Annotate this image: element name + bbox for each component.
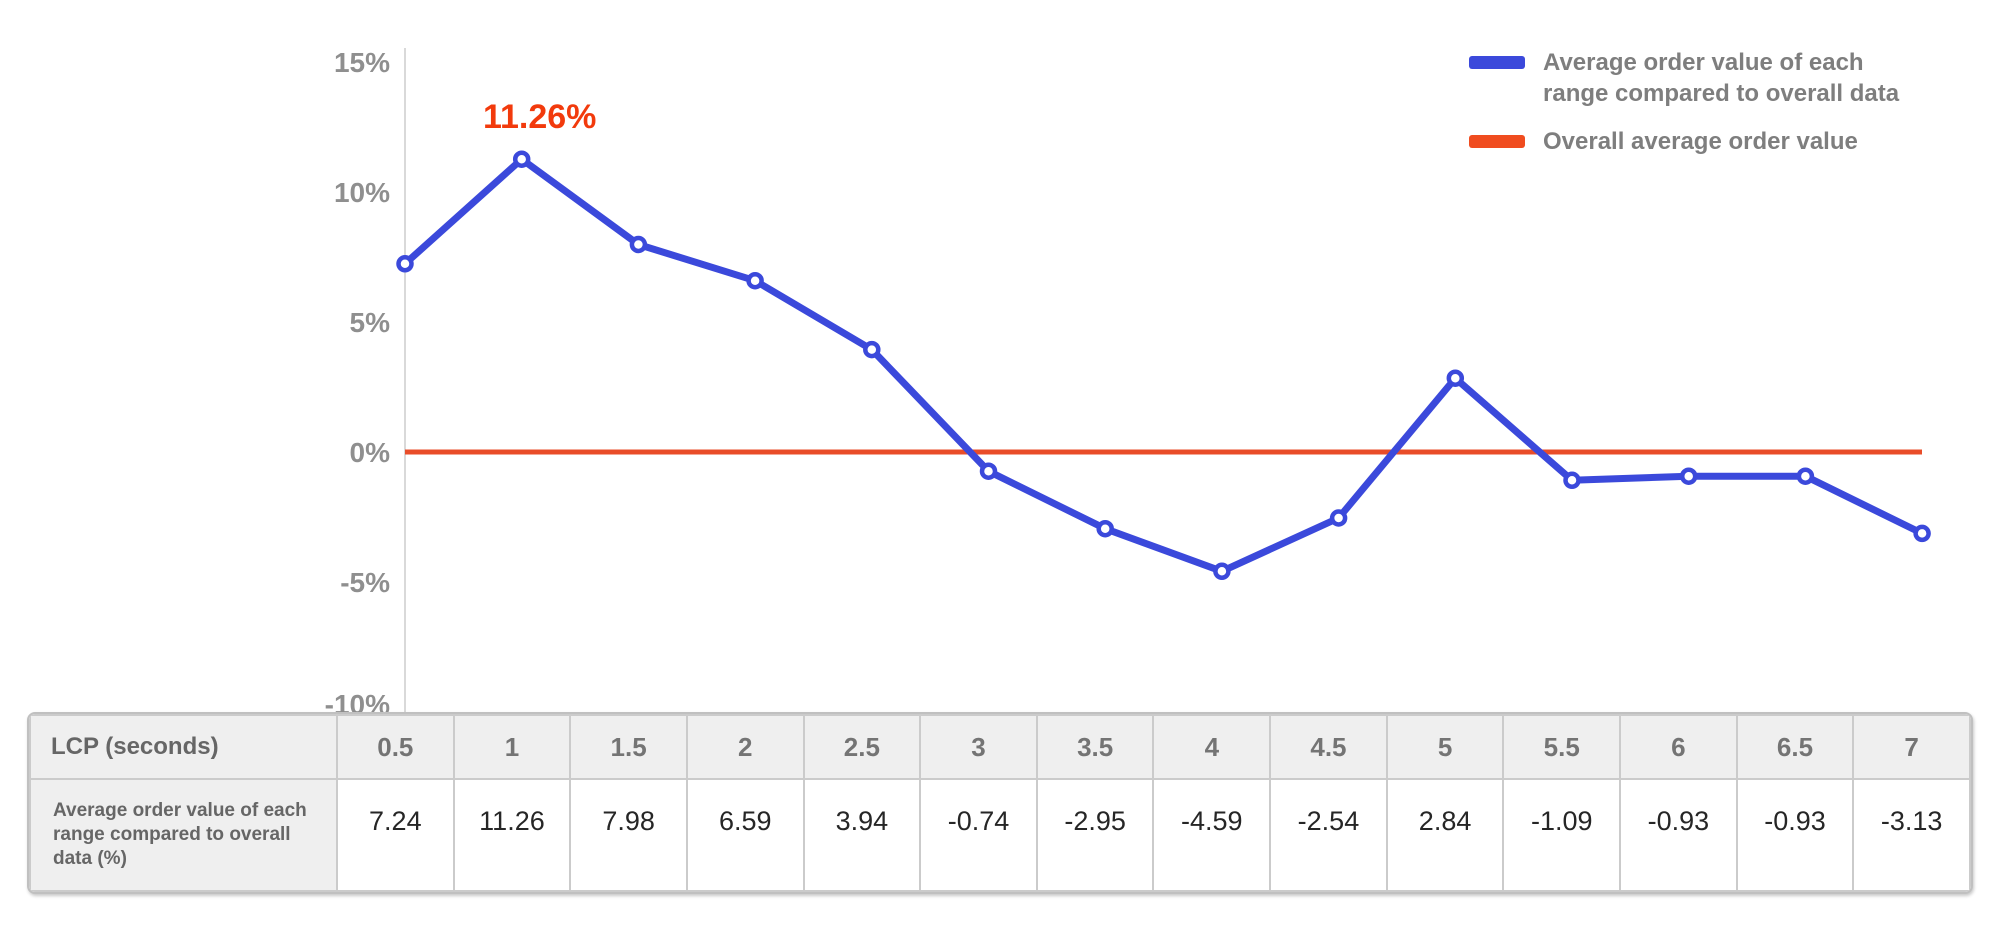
legend-swatch	[1469, 56, 1525, 69]
value-cell: -3.13	[1852, 778, 1971, 892]
value-cell: -1.09	[1502, 778, 1622, 892]
lcp-header-cell: 4	[1152, 714, 1272, 780]
value-cell: 2.84	[1385, 778, 1505, 892]
data-point-marker	[746, 271, 764, 290]
lcp-header-cell: 2	[685, 714, 805, 780]
data-point-marker	[979, 462, 998, 480]
series-line	[401, 155, 1926, 575]
y-tick-label: 0%	[350, 437, 391, 468]
value-cell: -0.74	[919, 778, 1038, 892]
value-cell: 7.24	[336, 778, 455, 892]
legend-item-label: Average order value of each range compare…	[1543, 49, 1900, 107]
data-point-marker	[863, 340, 881, 359]
lcp-header-cell: 3	[919, 714, 1038, 780]
legend-item-label: Overall average order value	[1543, 128, 1858, 155]
table-row: Average order value of each range compar…	[29, 778, 1971, 892]
legend-swatch	[1469, 135, 1525, 148]
lcp-header-cell: 1	[452, 714, 572, 780]
lcp-header-cell: 2.5	[802, 714, 922, 780]
value-cell: -0.93	[1619, 778, 1738, 892]
value-cell: -4.59	[1152, 778, 1272, 892]
data-point-marker	[512, 150, 531, 168]
data-point-marker	[1563, 471, 1581, 490]
legend-item: Average order value of each range compare…	[1469, 47, 1899, 109]
y-tick-label: 5%	[350, 307, 391, 338]
lcp-header-cell: 5.5	[1502, 714, 1622, 780]
data-table: LCP (seconds) 0.5 1 1.5 2 2.5 3 3.5 4 4.5 5 5.5 6 6.…	[27, 712, 1973, 894]
line-chart: 15% 10% 5% 0% -5% -10%	[325, 47, 1931, 713]
data-point-marker	[396, 255, 414, 273]
lcp-header-cell: 3.5	[1035, 714, 1155, 780]
lcp-header-cell: 7	[1852, 714, 1971, 780]
lcp-header-cell: 5	[1385, 714, 1505, 780]
data-point-marker	[1679, 467, 1698, 485]
table-header-row: LCP (seconds) 0.5 1 1.5 2 2.5 3 3.5 4 4.5 5 5.5 6 6.…	[29, 714, 1971, 780]
legend-item: Overall average order value	[1469, 126, 1899, 157]
value-cell: 6.59	[685, 778, 805, 892]
y-tick-label: 15%	[334, 47, 390, 78]
row-label-cell: Average order value of each range compar…	[29, 778, 338, 892]
data-point-marker	[1913, 524, 1931, 543]
data-point-marker	[1329, 509, 1348, 527]
y-tick-label: -5%	[340, 567, 390, 598]
value-cell: -0.93	[1735, 778, 1855, 892]
data-point-marker	[1796, 467, 1815, 485]
value-cell: 3.94	[802, 778, 922, 892]
data-point-marker	[629, 235, 648, 254]
annotation-label: 11.26%	[482, 98, 597, 136]
y-tick-label: 10%	[334, 177, 390, 208]
table-corner-header: LCP (seconds)	[29, 714, 338, 780]
lcp-header-cell: 0.5	[336, 714, 455, 780]
lcp-header-cell: 6.5	[1735, 714, 1855, 780]
data-point-marker	[1446, 369, 1465, 387]
value-cell: -2.54	[1269, 778, 1388, 892]
data-point-marker	[1213, 562, 1231, 581]
lcp-header-cell: 6	[1619, 714, 1738, 780]
legend: Average order value of each range compare…	[1469, 47, 1899, 174]
lcp-header-cell: 4.5	[1269, 714, 1388, 780]
data-point-marker	[1096, 519, 1114, 538]
lcp-header-cell: 1.5	[569, 714, 688, 780]
y-tick-label: -10%	[325, 689, 390, 713]
value-cell: 7.98	[569, 778, 688, 892]
value-cell: -2.95	[1035, 778, 1155, 892]
value-cell: 11.26	[452, 778, 572, 892]
